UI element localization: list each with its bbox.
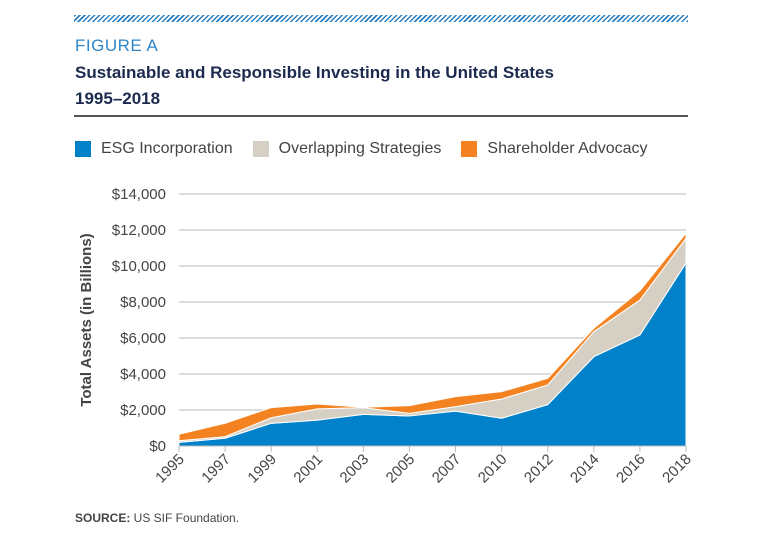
x-tick-label: 2003 [337, 451, 373, 487]
legend-item-overlapping: Overlapping Strategies [252, 140, 442, 158]
legend-swatch [75, 141, 91, 157]
source-note: SOURCE: US SIF Foundation. [75, 511, 239, 525]
x-tick-label: 2014 [567, 451, 603, 487]
y-tick-label: $0 [149, 438, 166, 455]
legend-label: Shareholder Advocacy [487, 140, 648, 157]
x-tick-label: 2012 [521, 451, 557, 487]
x-tick-label: 2016 [613, 451, 649, 487]
y-tick-label: $2,000 [120, 402, 166, 419]
title-divider [74, 115, 688, 117]
x-tick-label: 1999 [244, 451, 280, 487]
y-axis-title: Total Assets (in Billions) [78, 233, 95, 406]
legend-item-advocacy: Shareholder Advocacy [461, 140, 648, 158]
y-tick-label: $14,000 [112, 186, 166, 203]
y-tick-label: $6,000 [120, 330, 166, 347]
title-line-1: Sustainable and Responsible Investing in… [75, 63, 554, 82]
y-tick-label: $12,000 [112, 222, 166, 239]
x-tick-label: 1997 [198, 451, 234, 487]
legend-label: Overlapping Strategies [278, 140, 442, 157]
x-tick-label: 2005 [383, 451, 419, 487]
source-text: US SIF Foundation. [130, 511, 240, 525]
x-tick-label: 2007 [429, 451, 465, 487]
y-tick-label: $4,000 [120, 366, 166, 383]
source-label: SOURCE: [75, 511, 131, 525]
x-tick-label: 2018 [659, 451, 695, 487]
y-tick-label: $8,000 [120, 294, 166, 311]
figure-label: FIGURE A [75, 36, 159, 55]
legend-label: ESG Incorporation [101, 140, 233, 157]
legend-swatch [252, 141, 269, 157]
x-tick-label: 2001 [290, 451, 326, 487]
x-tick-label: 1995 [152, 451, 188, 487]
legend-item-esg: ESG Incorporation [75, 140, 233, 158]
decorative-stripe [74, 15, 688, 22]
legend: ESG Incorporation Overlapping Strategies… [75, 140, 668, 158]
x-tick-label: 2010 [475, 451, 511, 487]
title-line-2: 1995–2018 [75, 89, 161, 108]
legend-swatch [461, 141, 478, 157]
y-tick-label: $10,000 [112, 258, 166, 275]
chart-title: Sustainable and Responsible Investing in… [75, 60, 695, 112]
area-shareholder-advocacy [178, 232, 687, 442]
